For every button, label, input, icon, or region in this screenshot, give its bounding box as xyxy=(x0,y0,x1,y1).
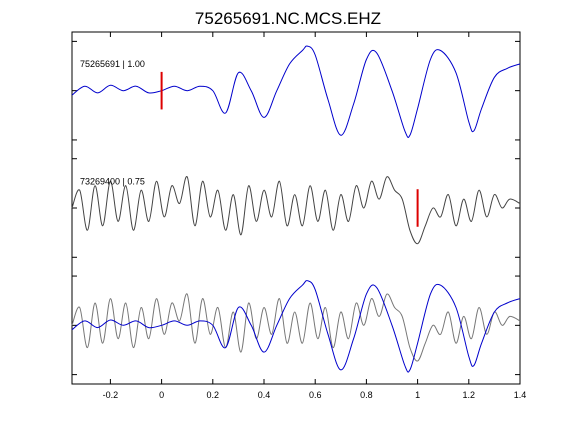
trace-line xyxy=(71,176,521,245)
x-tick-label: 0.4 xyxy=(258,390,271,400)
chart-title: 75265691.NC.MCS.EHZ xyxy=(195,9,381,28)
x-tick-label: 0 xyxy=(159,390,164,400)
trace-label: 75265691 | 1.00 xyxy=(80,59,145,69)
trace-1: 75265691 | 1.00 xyxy=(71,45,521,138)
trace-line xyxy=(71,280,521,373)
x-tick-label: 0.2 xyxy=(207,390,220,400)
trace-label: 73269400 | 0.75 xyxy=(80,177,145,187)
x-tick-label: 1.4 xyxy=(514,390,527,400)
x-tick-label: 0.8 xyxy=(360,390,373,400)
y-tick-marks xyxy=(72,40,520,376)
trace-line xyxy=(71,45,521,138)
x-tick-label: 1.2 xyxy=(463,390,476,400)
x-tick-label: -0.2 xyxy=(103,390,119,400)
x-tick-label: 1 xyxy=(415,390,420,400)
x-axis: -0.2 0 0.2 0.4 0.6 0.8 1 1.2 1.4 xyxy=(103,32,527,400)
trace-line xyxy=(71,293,521,362)
trace-2: 73269400 | 0.75 xyxy=(71,176,521,245)
trace-3 xyxy=(71,280,521,373)
traces: 75265691 | 1.00 73269400 | 0.75 xyxy=(71,45,521,373)
x-tick-label: 0.6 xyxy=(309,390,322,400)
